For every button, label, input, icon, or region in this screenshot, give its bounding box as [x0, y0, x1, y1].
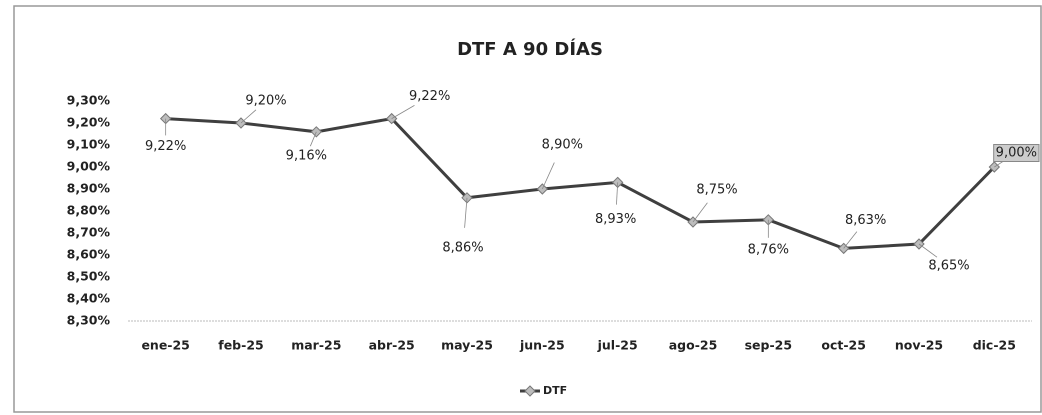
leader-line: [692, 202, 708, 223]
data-marker: [536, 183, 549, 195]
data-label: 9,22%: [145, 139, 186, 154]
leader-line: [464, 197, 468, 228]
legend-marker: [524, 385, 536, 397]
x-tick-label: ene-25: [141, 338, 189, 353]
chart-frame: [13, 5, 1042, 413]
legend-label: DTF: [543, 384, 567, 397]
data-label: 9,20%: [245, 94, 286, 109]
data-label: 8,65%: [928, 259, 969, 274]
y-tick-label: 9,20%: [67, 115, 111, 130]
y-tick-label: 8,60%: [67, 247, 111, 262]
leader-line: [309, 131, 317, 147]
data-label: 8,86%: [442, 240, 483, 255]
y-tick-label: 8,30%: [67, 313, 111, 328]
y-tick-label: 8,50%: [67, 269, 111, 284]
data-label: 8,90%: [542, 138, 583, 153]
leader-line: [918, 243, 938, 258]
data-label: 8,76%: [748, 242, 789, 257]
data-label: 8,63%: [845, 213, 886, 228]
x-tick-label: ago-25: [669, 338, 718, 353]
data-label-box: [993, 144, 1040, 162]
leader-line: [240, 109, 257, 124]
x-tick-label: nov-25: [895, 338, 943, 353]
data-label: 9,16%: [286, 148, 327, 163]
data-label: 9,22%: [409, 89, 450, 104]
x-tick-label: abr-25: [369, 338, 415, 353]
data-label: 9,00%: [996, 146, 1037, 161]
chart-title: DTF A 90 DÍAS: [457, 38, 603, 60]
x-tick-label: dic-25: [973, 338, 1016, 353]
y-tick-label: 9,00%: [67, 159, 111, 174]
x-tick-label: mar-25: [291, 338, 341, 353]
y-tick-label: 8,40%: [67, 291, 111, 306]
x-tick-label: may-25: [441, 338, 493, 353]
data-label: 8,93%: [595, 212, 636, 227]
x-tick-label: jun-25: [519, 338, 565, 353]
leader-line: [843, 231, 858, 249]
y-tick-label: 8,70%: [67, 225, 111, 240]
data-label: 8,75%: [696, 183, 737, 198]
x-tick-label: sep-25: [745, 338, 792, 353]
y-tick-label: 8,80%: [67, 203, 111, 218]
leader-line: [541, 162, 555, 190]
x-tick-label: feb-25: [218, 338, 263, 353]
leader-line: [616, 182, 619, 205]
data-line: [165, 116, 996, 250]
x-tick-label: oct-25: [821, 338, 866, 353]
y-tick-label: 9,30%: [67, 93, 111, 108]
y-tick-label: 9,10%: [67, 137, 111, 152]
y-tick-label: 8,90%: [67, 181, 111, 196]
x-tick-label: jul-25: [597, 338, 638, 353]
leader-line: [391, 105, 415, 119]
